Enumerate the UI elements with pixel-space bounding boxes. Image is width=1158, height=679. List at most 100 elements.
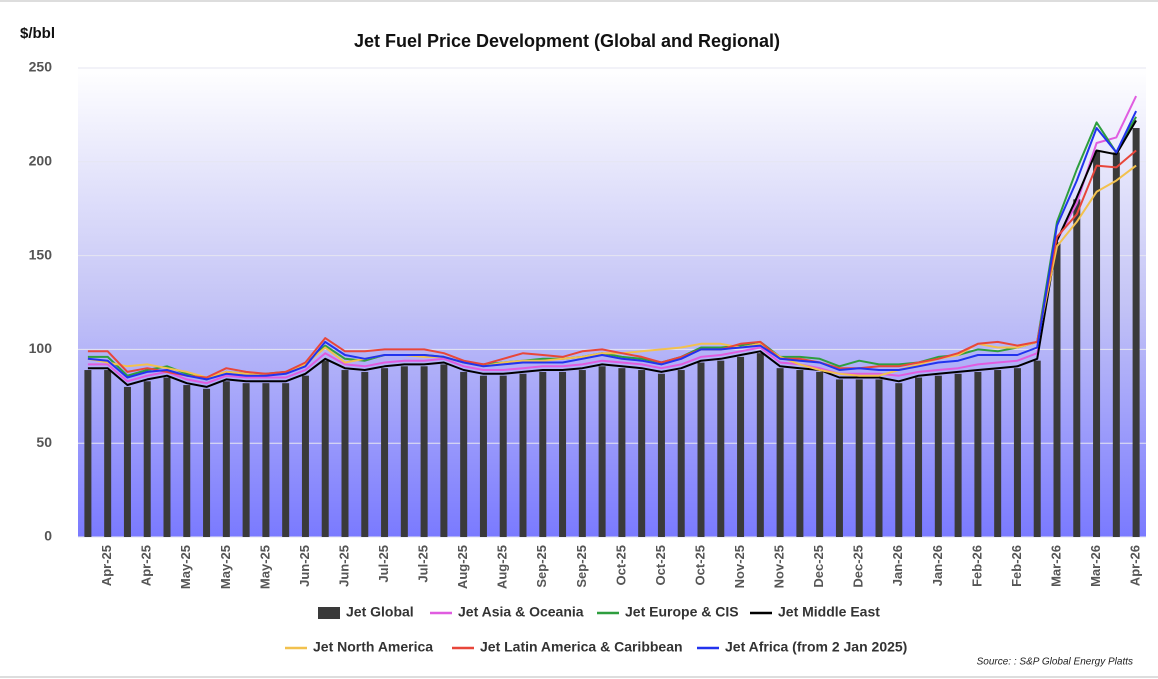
bar (104, 370, 112, 537)
bar (183, 385, 191, 537)
bar (440, 364, 448, 537)
bar (321, 360, 329, 537)
bar (638, 370, 646, 537)
x-tick-label: Oct-25 (613, 545, 628, 585)
legend-label: Jet North America (313, 639, 433, 655)
source-note: Source: : S&P Global Energy Platts (977, 657, 1133, 668)
bar (618, 368, 626, 537)
x-tick-label: Apr-25 (99, 545, 114, 586)
bar (539, 371, 547, 537)
x-tick-label: Sep-25 (534, 545, 549, 588)
legend-label: Jet Global (346, 604, 414, 620)
x-tick-label: Oct-25 (692, 545, 707, 585)
bar (835, 379, 843, 537)
x-tick-label: Apr-26 (1128, 545, 1143, 586)
x-tick-label: May-25 (178, 545, 193, 589)
bar (400, 366, 408, 537)
legend-label: Jet Middle East (778, 604, 880, 620)
y-tick-label: 0 (44, 528, 52, 544)
bar (242, 383, 250, 537)
bar (796, 370, 804, 537)
bar (657, 373, 665, 537)
bar (163, 377, 171, 537)
y-tick-label: 200 (29, 153, 53, 169)
x-tick-label: Aug-25 (455, 545, 470, 589)
x-tick-label: Sep-25 (574, 545, 589, 588)
x-tick-label: May-25 (218, 545, 233, 589)
x-tick-label: Apr-25 (139, 545, 154, 586)
chart-title: Jet Fuel Price Development (Global and R… (354, 31, 780, 51)
line (87, 110, 1138, 381)
x-tick-label: Nov-25 (732, 545, 747, 588)
bar (974, 371, 982, 537)
x-tick-label: Jan-26 (890, 545, 905, 586)
bar (776, 368, 784, 537)
bar (677, 370, 685, 537)
bar (460, 371, 468, 537)
bar (262, 383, 270, 537)
bar (578, 370, 586, 537)
line (87, 119, 1137, 388)
bar (915, 377, 923, 537)
bar (499, 375, 507, 537)
legend-label: Jet Asia & Oceania (458, 604, 584, 620)
bar (1073, 199, 1081, 537)
x-tick-label: Feb-26 (969, 545, 984, 587)
y-tick-label: 150 (29, 246, 53, 262)
legend-label: Jet Latin America & Caribbean (480, 639, 683, 655)
y-tick-label: 100 (29, 340, 53, 356)
x-tick-label: Jun-25 (336, 545, 351, 587)
bar (855, 379, 863, 537)
bar (875, 379, 883, 537)
x-tick-label: Jul-25 (416, 545, 431, 583)
x-tick-label: Feb-26 (1009, 545, 1024, 587)
bar (598, 366, 606, 537)
bar (381, 368, 389, 537)
bar (222, 381, 230, 537)
bar (1132, 128, 1140, 538)
bar (1033, 360, 1041, 537)
x-tick-label: Mar-26 (1048, 545, 1063, 587)
x-tick-label: Jul-25 (376, 545, 391, 583)
x-tick-label: Mar-26 (1088, 545, 1103, 587)
bar (934, 375, 942, 537)
bar (123, 386, 131, 537)
bar (737, 356, 745, 537)
y-tick-label: 50 (36, 434, 52, 450)
bar (1013, 368, 1021, 537)
bar (519, 373, 527, 537)
x-tick-label: Oct-25 (653, 545, 668, 585)
legend-label: Jet Europe & CIS (625, 604, 739, 620)
bar (717, 360, 725, 537)
x-tick-label: May-25 (257, 545, 272, 589)
line (87, 149, 1137, 379)
bar (143, 381, 151, 537)
bar (697, 362, 705, 537)
legend-label: Jet Africa (from 2 Jan 2025) (725, 639, 907, 655)
x-tick-label: Dec-25 (851, 545, 866, 588)
bar (361, 371, 369, 537)
x-tick-label: Nov-25 (772, 545, 787, 588)
bar (1112, 152, 1120, 538)
y-axis-label: $/bbl (20, 25, 55, 42)
bar (84, 370, 92, 537)
line (87, 95, 1138, 385)
bar (559, 371, 567, 537)
bar (341, 370, 349, 537)
x-tick-label: Aug-25 (495, 545, 510, 589)
bar (756, 353, 764, 537)
bar (895, 383, 903, 537)
bar (816, 371, 824, 537)
y-tick-label: 250 (29, 59, 53, 75)
bar (203, 388, 211, 537)
bar (954, 373, 962, 537)
bar (1093, 150, 1101, 537)
legend-marker (318, 607, 340, 619)
bar (994, 370, 1002, 537)
bar (282, 383, 290, 537)
bar (479, 375, 487, 537)
plot-background (78, 68, 1146, 537)
x-tick-label: Jan-26 (930, 545, 945, 586)
bar (1053, 242, 1061, 537)
